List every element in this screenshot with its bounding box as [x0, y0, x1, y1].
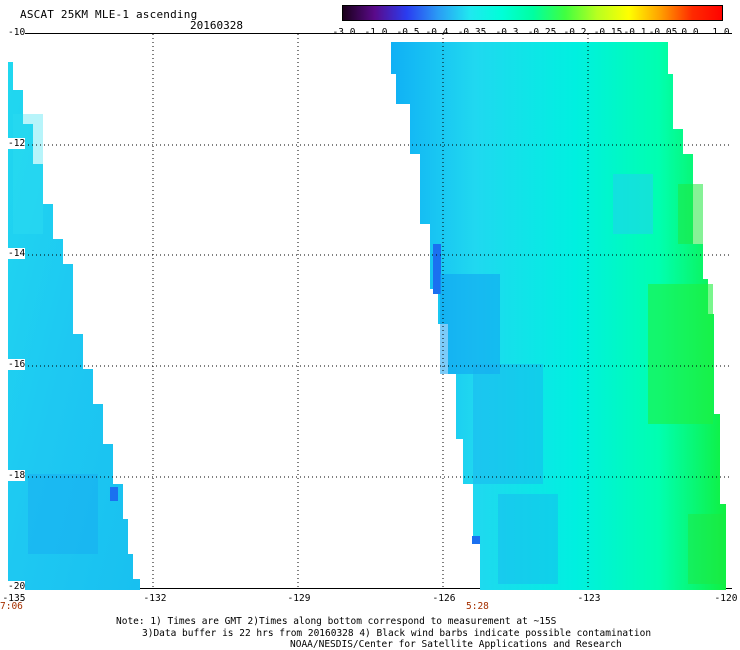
scale-label: -0.15	[594, 27, 623, 38]
swath-time-label: 7:06	[0, 601, 23, 612]
scale-label: -0.05	[649, 27, 678, 38]
color-scale-labels: -3.0 -1.0 -0.5 -0.4 -0.35 -0.3 -0.25 -0.…	[330, 27, 740, 39]
footnote-line-3: NOAA/NESDIS/Center for Satellite Applica…	[290, 639, 622, 650]
lat-label: -20	[8, 581, 26, 592]
lon-label: -132	[143, 593, 167, 604]
lat-label: -14	[8, 248, 26, 259]
data-region	[678, 184, 703, 244]
scale-label: -0.1	[624, 27, 647, 38]
data-region	[473, 364, 543, 484]
lon-label: -123	[577, 593, 601, 604]
footnote-line-1: Note: 1) Times are GMT 2)Times along bot…	[116, 616, 557, 627]
data-region	[498, 494, 558, 584]
data-region	[440, 274, 500, 374]
lat-label: -18	[8, 470, 26, 481]
scale-label: -0.35	[458, 27, 487, 38]
scale-label: -0.3	[496, 27, 519, 38]
lat-label: -10	[8, 27, 26, 38]
map-plot-area[interactable]	[8, 33, 732, 590]
chart-title: ASCAT 25KM MLE-1 ascending	[20, 8, 198, 21]
data-cell	[433, 244, 441, 294]
scale-label: -0.5	[397, 27, 420, 38]
data-region	[28, 474, 98, 554]
lon-label: -120	[714, 593, 738, 604]
swath-time-label: 5:28	[466, 601, 489, 612]
scale-label: 0.0	[681, 27, 698, 38]
scale-label: -0.4	[426, 27, 449, 38]
data-region	[13, 114, 43, 234]
data-region	[613, 174, 653, 234]
scale-label: -0.25	[528, 27, 557, 38]
lon-label: -135	[2, 593, 26, 604]
lat-lon-grid	[8, 34, 732, 590]
data-cell	[472, 536, 480, 544]
chart-date: 20160328	[190, 19, 243, 32]
lat-label: -16	[8, 359, 26, 370]
scale-label: -3.0	[333, 27, 356, 38]
data-cell	[110, 487, 118, 501]
lon-label: -129	[287, 593, 311, 604]
color-scale-bar	[342, 5, 723, 21]
scale-label: 1.0	[712, 27, 729, 38]
data-region	[648, 284, 713, 424]
lat-label: -12	[8, 138, 26, 149]
scale-label: -1.0	[365, 27, 388, 38]
footnote-line-2: 3)Data buffer is 22 hrs from 20160328 4)…	[142, 628, 652, 639]
color-scale-gradient	[343, 6, 722, 20]
data-region	[688, 514, 723, 584]
lon-label: -126	[432, 593, 456, 604]
left-swath	[8, 62, 140, 590]
scale-label: -0.2	[564, 27, 587, 38]
